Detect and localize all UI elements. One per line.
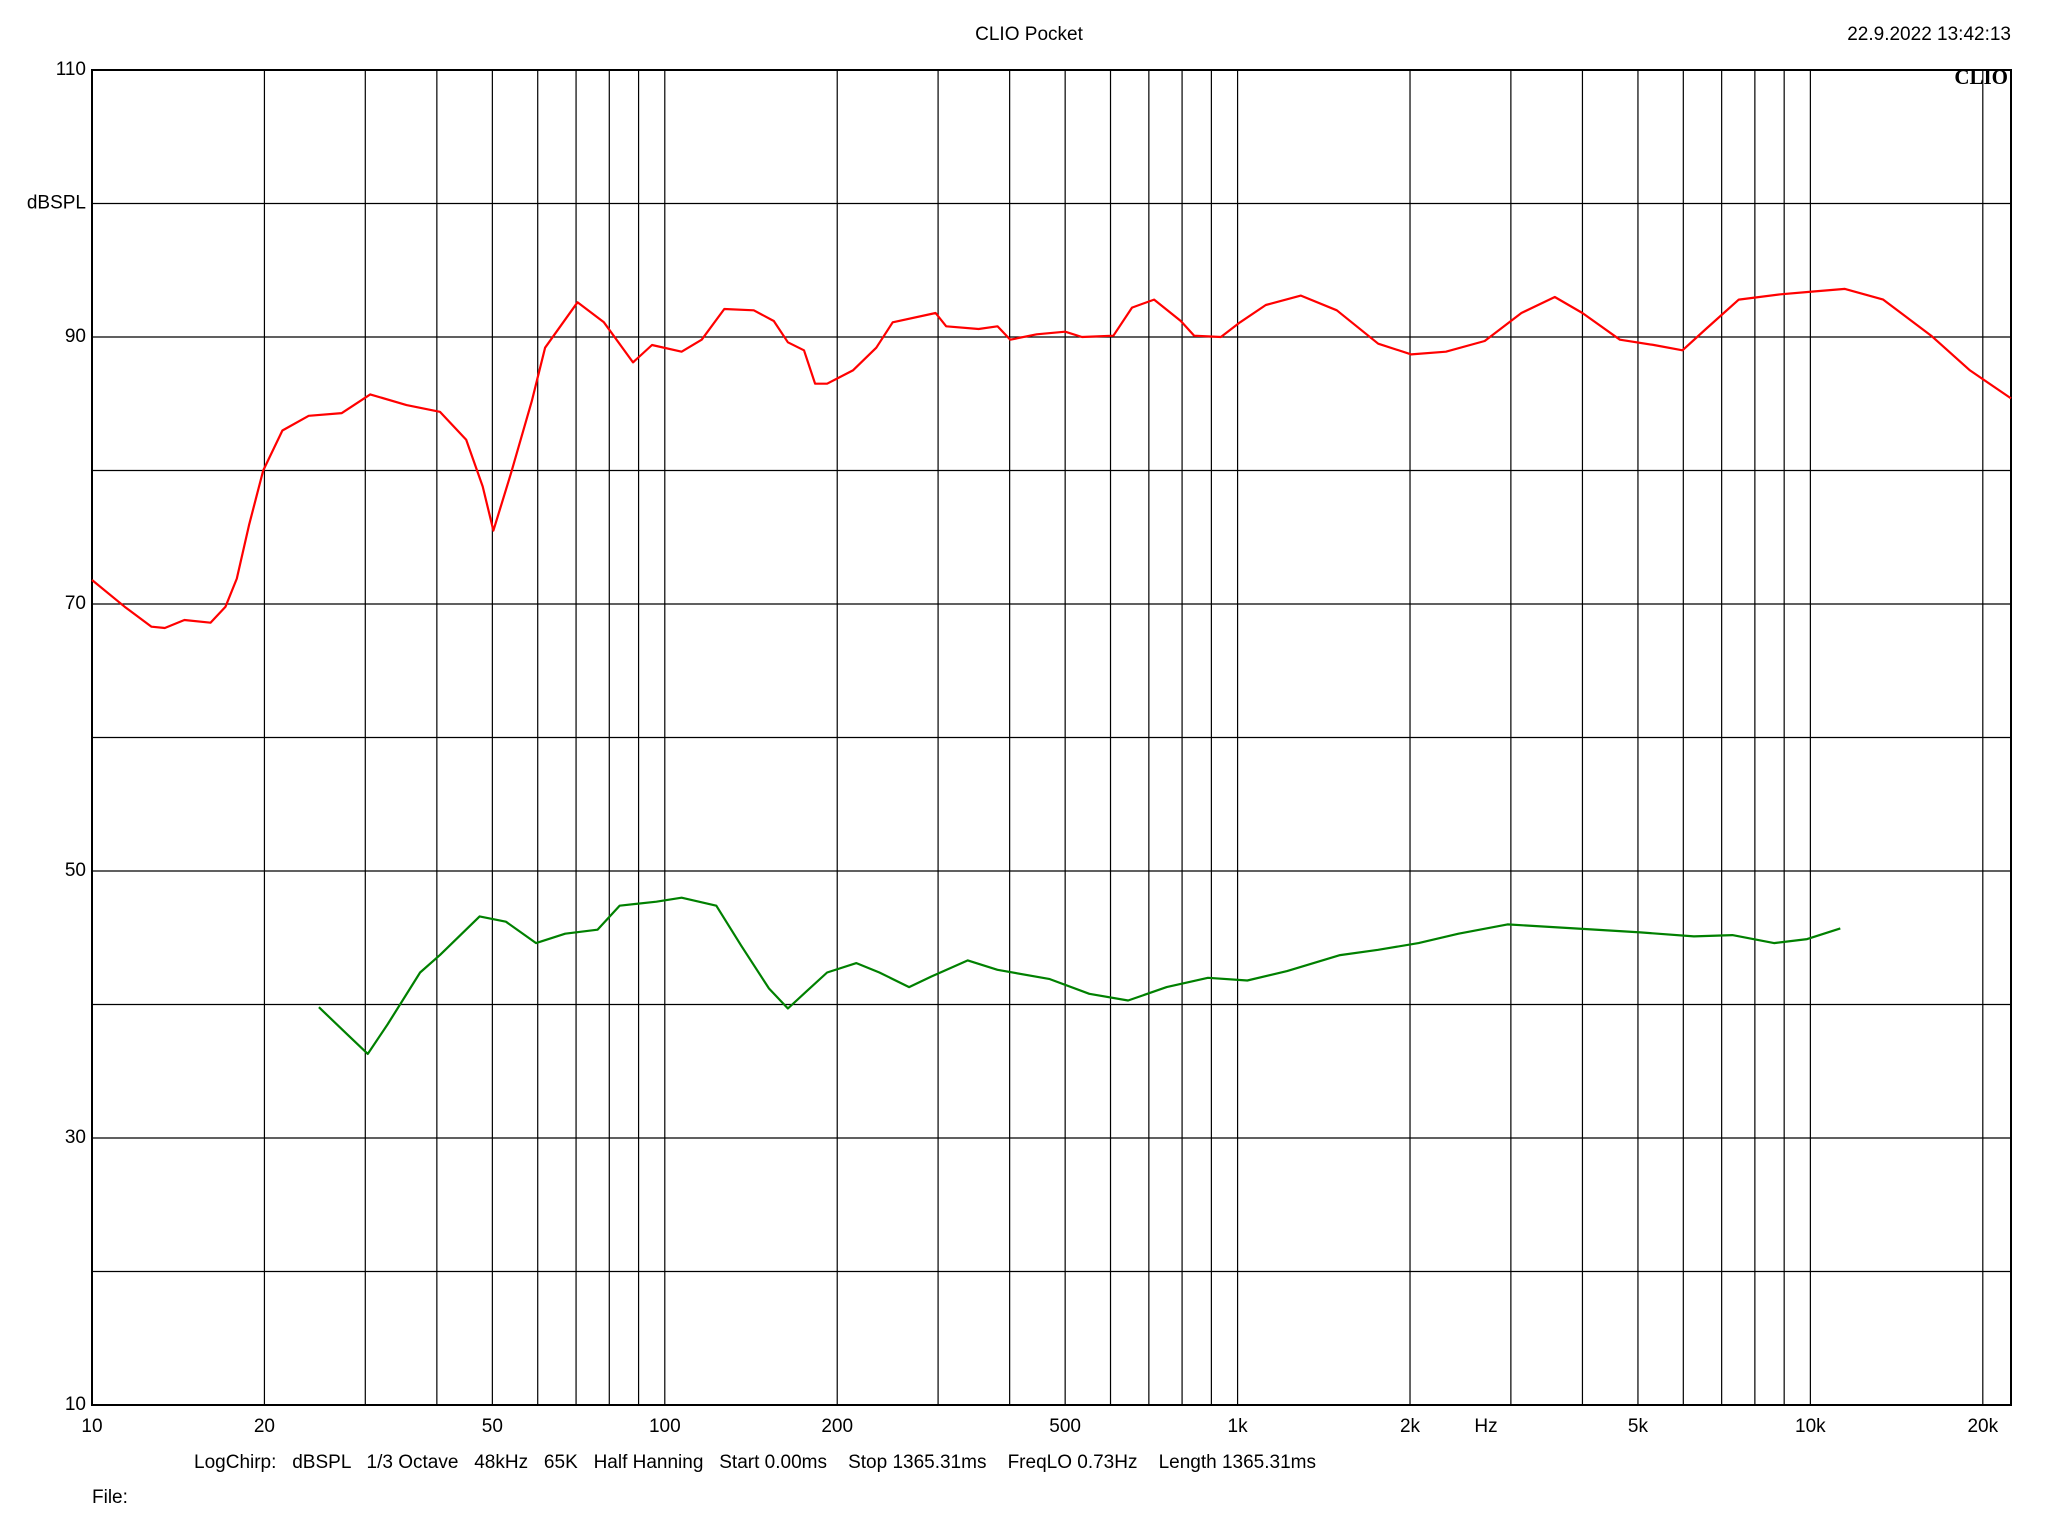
- x-tick-label: 10k: [1795, 1416, 1826, 1437]
- file-label: File:: [92, 1487, 128, 1508]
- x-tick-label: 500: [1049, 1416, 1081, 1437]
- y-tick-label: 70: [65, 593, 86, 614]
- y-axis-label: dBSPL: [27, 193, 86, 214]
- x-tick-label: 100: [649, 1416, 681, 1437]
- chart-title: CLIO Pocket: [975, 24, 1083, 45]
- data-line: [91, 287, 2012, 630]
- y-tick-label: 90: [65, 326, 86, 347]
- data-line: [318, 896, 1841, 1055]
- x-tick-label: 200: [821, 1416, 853, 1437]
- x-tick-label: 10: [81, 1416, 102, 1437]
- plot-frame: [91, 69, 2012, 1406]
- y-tick-label: 10: [65, 1394, 86, 1415]
- timestamp: 22.9.2022 13:42:13: [1847, 24, 2011, 45]
- x-tick-label: 5k: [1628, 1416, 1649, 1437]
- footer: LogChirp: dBSPL 1/3 Octave 48kHz 65K Hal…: [194, 1452, 1316, 1473]
- x-tick-label: 1k: [1228, 1416, 1249, 1437]
- brand: CLIO: [1954, 65, 2008, 89]
- x-tick-label: 50: [482, 1416, 503, 1437]
- x-tick-label: 20: [254, 1416, 275, 1437]
- x-tick-label: 2k: [1400, 1416, 1421, 1437]
- y-tick-label: 50: [65, 860, 86, 881]
- y-tick-label: 30: [65, 1127, 86, 1148]
- x-tick-label: 20k: [1967, 1416, 1998, 1437]
- x-axis-label: Hz: [1474, 1416, 1497, 1437]
- y-tick-label: 110: [56, 59, 86, 80]
